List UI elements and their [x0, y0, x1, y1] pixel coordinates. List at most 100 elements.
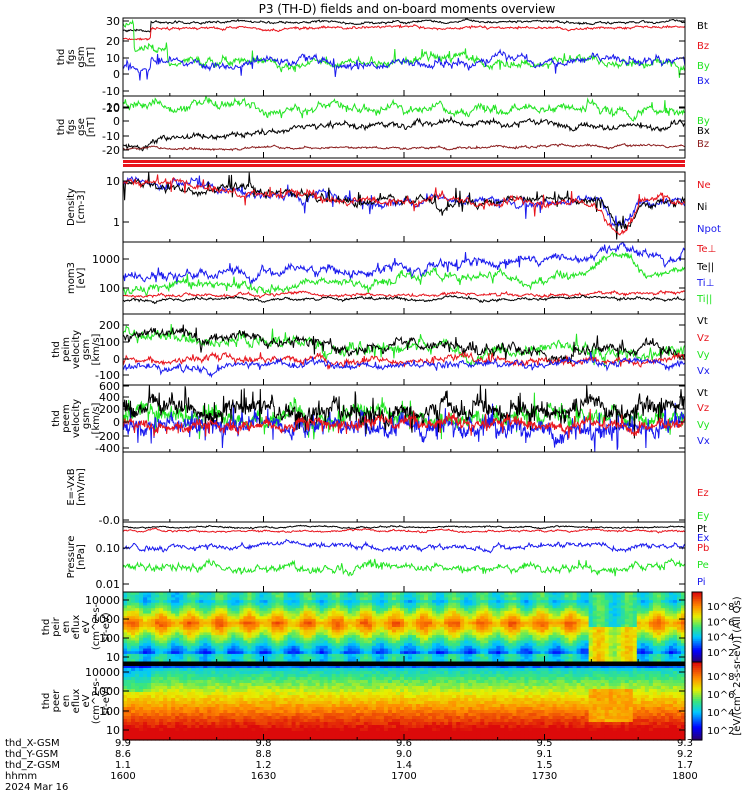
spectrogram-cell: [576, 648, 582, 652]
spectrogram-cell: [255, 734, 261, 738]
spectrogram-cell: [556, 627, 562, 631]
spectrogram-cell: [275, 731, 281, 735]
spectrogram-cell: [315, 692, 321, 696]
spectrogram-cell: [452, 594, 457, 598]
spectrogram-cell: [211, 602, 216, 607]
spectrogram-cell: [207, 719, 212, 723]
spectrogram-cell: [444, 600, 449, 604]
spectrogram-cell: [660, 597, 666, 601]
spectrogram-cell: [620, 608, 626, 612]
spectrogram-cell: [335, 618, 341, 623]
spectrogram-cell: [456, 640, 461, 644]
spectrogram-cell: [644, 600, 650, 604]
spectrogram-cell: [367, 621, 373, 625]
spectrogram-cell: [424, 592, 429, 596]
spectrogram-cell: [672, 643, 678, 647]
spectrogram-cell: [331, 659, 337, 663]
spectrogram-cell: [327, 597, 333, 601]
spectrogram-cell: [163, 671, 168, 675]
spectrogram-cell: [191, 698, 196, 702]
spectrogram-cell: [291, 645, 297, 650]
spectrogram-cell: [259, 594, 265, 598]
spectrogram-cell: [179, 677, 184, 681]
spectrogram-cell: [127, 725, 132, 729]
spectrogram-cell: [287, 680, 293, 684]
spectrogram-cell: [383, 594, 389, 598]
spectrogram-cell: [448, 613, 453, 617]
spectrogram-cell: [444, 645, 449, 650]
spectrogram-cell: [179, 719, 184, 723]
spectrogram-cell: [247, 640, 253, 644]
spectrogram-cell: [504, 640, 509, 644]
spectrogram-cell: [528, 645, 534, 650]
spectrogram-cell: [223, 632, 228, 636]
spectrogram-cell: [271, 645, 277, 650]
spectrogram-cell: [303, 632, 309, 636]
spectrogram-cell: [327, 653, 333, 658]
spectrogram-cell: [139, 627, 144, 631]
spectrogram-cell: [540, 632, 546, 636]
spectrogram-cell: [504, 656, 509, 660]
spectrogram-cell: [251, 707, 257, 711]
spectrogram-cell: [536, 659, 542, 663]
spectrogram-cell: [123, 629, 128, 633]
spectrogram-cell: [175, 656, 180, 660]
spectrogram-cell: [175, 677, 180, 681]
spectrogram-cell: [123, 710, 128, 714]
spectrogram-cell: [195, 624, 200, 628]
spectrogram-cell: [404, 600, 409, 604]
spectrogram-cell: [211, 719, 216, 723]
spectrogram-cell: [127, 692, 132, 696]
spectrogram-cell: [580, 616, 586, 620]
spectrogram-cell: [243, 692, 249, 696]
spectrogram-cell: [291, 629, 297, 633]
spectrogram-cell: [307, 710, 313, 714]
spectrogram-cell: [676, 616, 682, 620]
spectrogram-cell: [399, 610, 405, 615]
spectrogram-cell: [452, 610, 457, 615]
spectrogram-cell: [247, 713, 253, 717]
spectrogram-cell: [492, 635, 497, 639]
spectrogram-cell: [167, 597, 172, 601]
spectrogram-cell: [516, 592, 522, 596]
spectrogram-cell: [428, 659, 433, 663]
spectrogram-cell: [596, 632, 602, 636]
spectrogram-cell: [395, 616, 401, 620]
spectrogram-cell: [448, 602, 453, 607]
spectrogram-cell: [267, 716, 273, 720]
spectrogram-cell: [271, 656, 277, 660]
spectrogram-cell: [183, 677, 188, 681]
spectrogram-cell: [239, 716, 245, 720]
spectrogram-cell: [347, 659, 353, 663]
spectrogram-cell: [151, 632, 156, 636]
spectrogram-cell: [251, 637, 257, 642]
spectrogram-cell: [315, 734, 321, 738]
spectrogram-cell: [496, 624, 501, 628]
spectrogram-cell: [251, 680, 257, 684]
spectrogram-cell: [275, 680, 281, 684]
spectrogram-cell: [271, 637, 277, 642]
spectrogram-cell: [151, 737, 156, 741]
spectrogram-cell: [283, 674, 289, 678]
spectrogram-cell: [163, 597, 168, 601]
spectrogram-cell: [171, 716, 176, 720]
spectrogram-cell: [167, 665, 172, 669]
spectrogram-cell: [648, 608, 654, 612]
spectrogram-cell: [271, 692, 277, 696]
spectrogram-cell: [179, 605, 184, 609]
spectrogram-cell: [391, 637, 397, 642]
spectrogram-cell: [408, 624, 413, 628]
spectrogram-cell: [211, 600, 216, 604]
spectrogram-cell: [311, 704, 317, 708]
spectrogram-cell: [624, 602, 630, 607]
spectrogram-cell: [183, 692, 188, 696]
spectrogram-cell: [656, 605, 662, 609]
spectrogram-cell: [171, 683, 176, 687]
spectrogram-cell: [263, 683, 269, 687]
spectrogram-cell: [147, 618, 152, 623]
spectrogram-cell: [167, 594, 172, 598]
spectrogram-cell: [339, 629, 345, 633]
spectrogram-cell: [544, 610, 550, 615]
spectrogram-cell: [323, 692, 329, 696]
spectrogram-cell: [315, 698, 321, 702]
